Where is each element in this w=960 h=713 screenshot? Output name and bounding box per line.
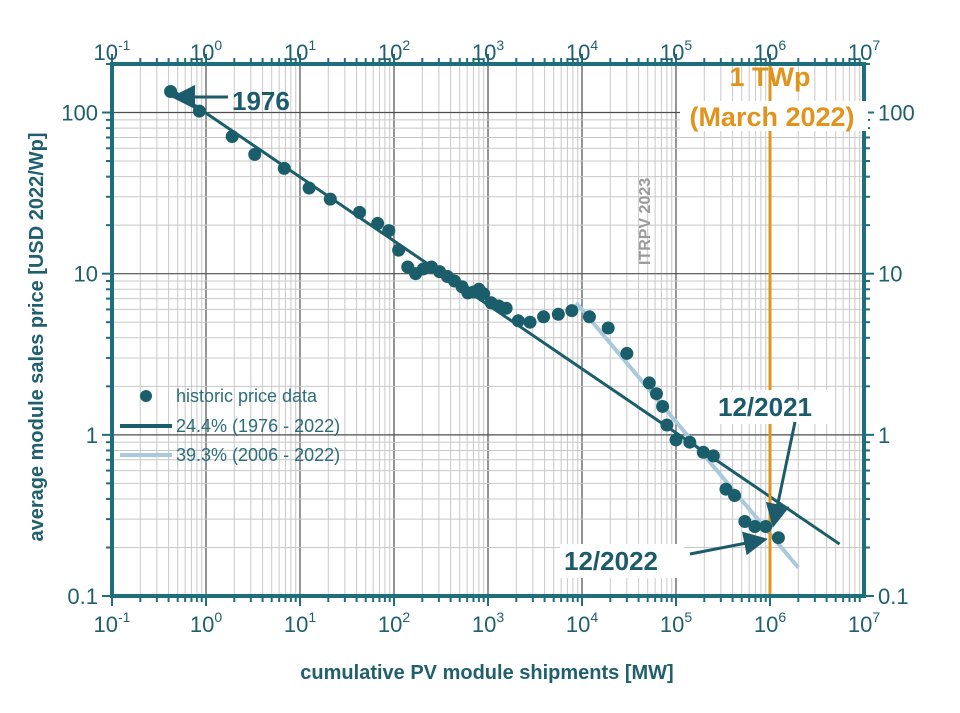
milestone-label: 1 TWp (March 2022) bbox=[680, 62, 868, 132]
data-point bbox=[656, 399, 670, 413]
x-tick-label-bottom: 103 bbox=[472, 609, 504, 637]
data-point bbox=[225, 129, 239, 143]
x-tick-label-top: 104 bbox=[566, 37, 598, 65]
data-point bbox=[771, 531, 785, 545]
y-tick-label-left: 1 bbox=[86, 423, 98, 448]
data-point bbox=[649, 387, 663, 401]
data-point bbox=[551, 307, 565, 321]
data-point bbox=[323, 192, 337, 206]
y-tick-label-left: 10 bbox=[74, 262, 98, 287]
axis-ticks: 10-110-110010010110110210210310310410410… bbox=[61, 37, 914, 637]
data-point bbox=[499, 301, 513, 315]
x-tick-label-bottom: 101 bbox=[284, 609, 316, 637]
watermark-text: ITRPV 2023 bbox=[637, 178, 654, 265]
data-point bbox=[302, 181, 316, 195]
data-point bbox=[248, 147, 262, 161]
data-point bbox=[601, 321, 615, 335]
y-tick-label-right: 1 bbox=[878, 423, 890, 448]
data-point bbox=[642, 376, 656, 390]
y-tick-label-left: 0.1 bbox=[67, 584, 98, 609]
y-tick-label-right: 0.1 bbox=[878, 584, 909, 609]
legend-label-points: historic price data bbox=[176, 386, 318, 406]
x-tick-label-top: 107 bbox=[848, 37, 880, 65]
x-tick-label-top: 101 bbox=[284, 37, 316, 65]
x-tick-label-bottom: 107 bbox=[848, 609, 880, 637]
x-tick-label-top: 105 bbox=[660, 37, 692, 65]
data-point bbox=[382, 224, 396, 238]
x-axis-title: cumulative PV module shipments [MW] bbox=[300, 662, 673, 684]
milestone-label-line1: 1 TWp bbox=[730, 62, 811, 92]
fit-line-1976-2022 bbox=[169, 87, 841, 546]
data-point bbox=[728, 489, 742, 503]
x-tick-label-bottom: 100 bbox=[190, 609, 222, 637]
x-tick-label-top: 103 bbox=[472, 37, 504, 65]
x-tick-label-bottom: 104 bbox=[566, 609, 598, 637]
data-point bbox=[759, 519, 773, 533]
annotation-12-2021: 12/2021 bbox=[718, 392, 812, 422]
data-point bbox=[738, 514, 752, 528]
x-tick-label-bottom: 105 bbox=[660, 609, 692, 637]
data-point bbox=[683, 435, 697, 449]
legend: historic price data 24.4% (1976 - 2022) … bbox=[120, 386, 340, 465]
data-point bbox=[706, 449, 720, 463]
annotation-arrow-12-2021 bbox=[765, 421, 797, 528]
data-point bbox=[511, 314, 525, 328]
y-axis-title: average module sales price [USD 2022/Wp] bbox=[26, 132, 48, 541]
data-point bbox=[523, 315, 537, 329]
annotations: 1976 12/2021 12/2022 bbox=[171, 85, 834, 578]
data-point bbox=[660, 418, 674, 432]
x-tick-label-top: 100 bbox=[190, 37, 222, 65]
data-point bbox=[669, 433, 683, 447]
legend-marker-points bbox=[140, 390, 152, 402]
x-tick-label-top: 102 bbox=[378, 37, 410, 65]
y-tick-label-right: 10 bbox=[878, 262, 902, 287]
legend-label-fit-1976: 24.4% (1976 - 2022) bbox=[176, 416, 340, 436]
data-point bbox=[353, 205, 367, 219]
x-tick-label-top: 106 bbox=[754, 37, 786, 65]
data-point bbox=[565, 304, 579, 318]
data-point bbox=[477, 287, 491, 301]
milestone-label-line2: (March 2022) bbox=[689, 102, 854, 132]
data-point bbox=[192, 104, 206, 118]
data-point bbox=[537, 310, 551, 324]
x-tick-label-bottom: 10-1 bbox=[94, 609, 131, 637]
data-point bbox=[582, 310, 596, 324]
annotation-arrow-12-2022 bbox=[689, 531, 768, 556]
x-tick-label-top: 10-1 bbox=[94, 37, 131, 65]
annotation-12-2022: 12/2022 bbox=[564, 546, 658, 576]
y-tick-label-right: 100 bbox=[878, 101, 915, 126]
data-point bbox=[696, 445, 710, 459]
grid bbox=[111, 63, 864, 597]
annotation-1976: 1976 bbox=[232, 86, 290, 116]
data-point bbox=[620, 346, 634, 360]
data-point bbox=[164, 85, 178, 99]
data-point bbox=[277, 161, 291, 175]
legend-label-fit-2006: 39.3% (2006 - 2022) bbox=[176, 445, 340, 465]
data-point bbox=[748, 519, 762, 533]
y-tick-label-left: 100 bbox=[61, 101, 98, 126]
data-point bbox=[371, 216, 385, 230]
x-tick-label-bottom: 102 bbox=[378, 609, 410, 637]
data-point bbox=[392, 243, 406, 257]
x-tick-label-bottom: 106 bbox=[754, 609, 786, 637]
scatter-points bbox=[164, 85, 785, 545]
